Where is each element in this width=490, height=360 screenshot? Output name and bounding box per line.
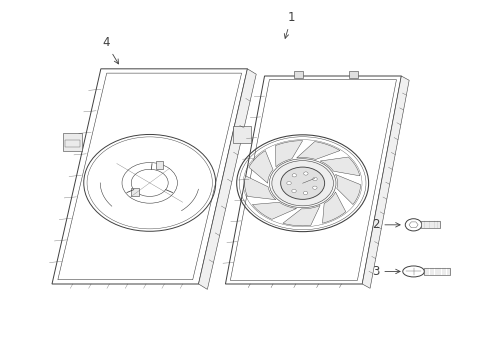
Ellipse shape — [403, 266, 424, 277]
Circle shape — [313, 177, 317, 181]
Text: 1: 1 — [284, 11, 295, 39]
Polygon shape — [336, 175, 361, 204]
Polygon shape — [252, 202, 296, 219]
Polygon shape — [198, 69, 256, 289]
Circle shape — [281, 167, 325, 199]
Text: 4: 4 — [102, 36, 119, 64]
Polygon shape — [320, 157, 360, 176]
Text: 2: 2 — [372, 218, 400, 231]
Text: 3: 3 — [372, 265, 400, 278]
Bar — [423, 268, 450, 275]
Bar — [65, 140, 80, 147]
Circle shape — [287, 181, 291, 185]
Bar — [294, 71, 303, 78]
Polygon shape — [245, 176, 276, 200]
Circle shape — [272, 161, 333, 206]
Circle shape — [292, 189, 296, 193]
Bar — [233, 126, 251, 143]
Polygon shape — [283, 206, 320, 226]
Circle shape — [292, 174, 296, 177]
Bar — [349, 71, 358, 78]
Polygon shape — [249, 150, 273, 183]
Bar — [421, 221, 440, 228]
Bar — [131, 188, 139, 196]
Polygon shape — [362, 76, 409, 288]
Polygon shape — [275, 141, 303, 167]
Circle shape — [304, 172, 308, 175]
Circle shape — [270, 159, 336, 208]
Circle shape — [313, 186, 317, 189]
Bar — [63, 133, 82, 150]
Circle shape — [405, 219, 422, 231]
Polygon shape — [296, 141, 340, 159]
Circle shape — [303, 192, 308, 195]
Polygon shape — [322, 192, 346, 223]
Bar — [156, 161, 163, 169]
